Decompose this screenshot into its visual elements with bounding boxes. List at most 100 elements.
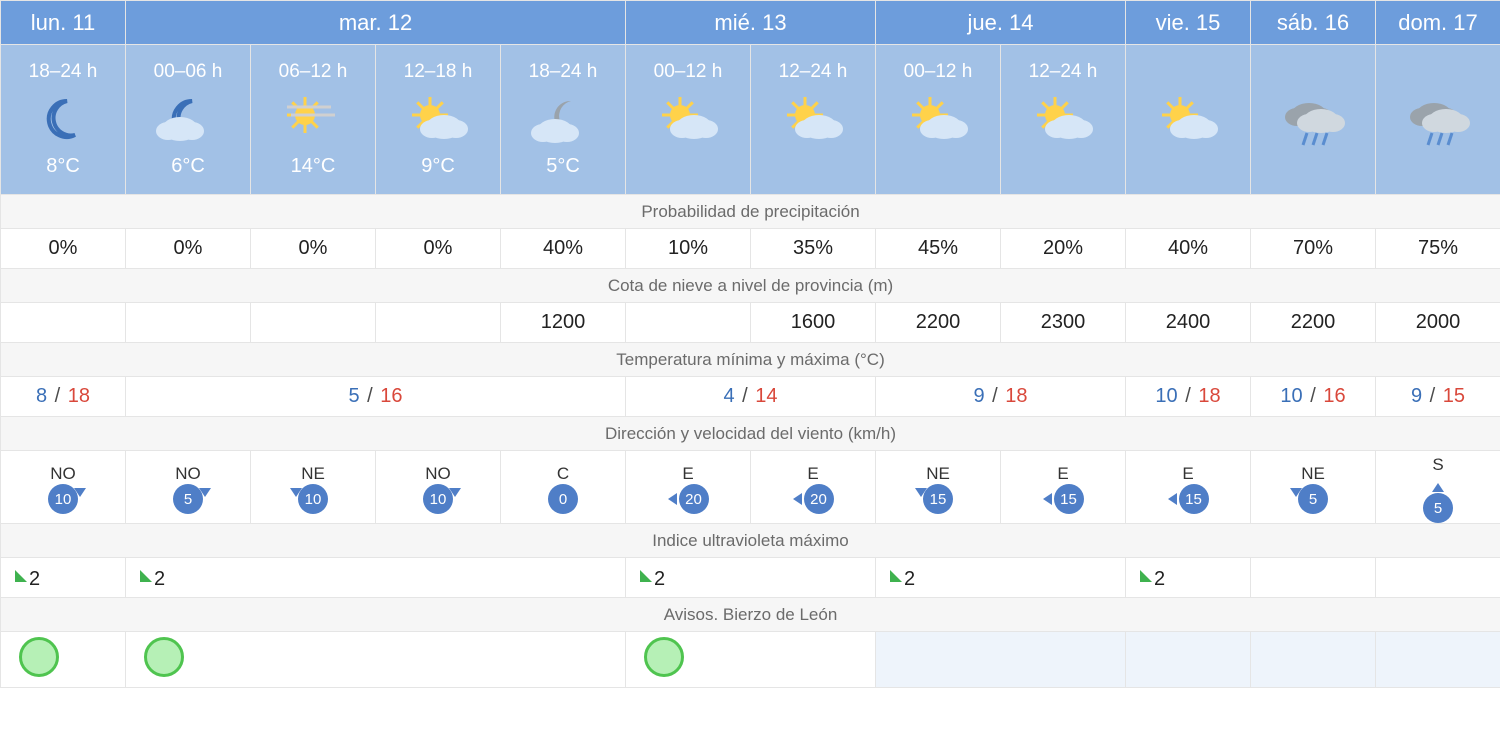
uv-value: 2 xyxy=(154,568,165,591)
precip-cell: 70% xyxy=(1251,229,1376,269)
aviso-cell xyxy=(1376,632,1500,688)
temp-range-cell: 9 / 15 xyxy=(1376,377,1500,417)
section-precip-label: Probabilidad de precipitación xyxy=(1,195,1500,229)
temp-min: 10 xyxy=(1155,385,1177,407)
temp-range-cell: 9 / 18 xyxy=(876,377,1126,417)
slot-row: 18–24 h8°C00–06 h6°C06–12 h14°C12–18 h9°… xyxy=(1,45,1500,195)
wind-speed-badge: 5 xyxy=(1298,484,1328,514)
aviso-cell xyxy=(1251,632,1376,688)
precip-cell: 0% xyxy=(376,229,501,269)
aviso-ok-icon xyxy=(644,637,684,677)
slot-hours: 18–24 h xyxy=(501,61,625,83)
slot-temp: 8°C xyxy=(1,155,125,178)
temp-range-cell: 10 / 16 xyxy=(1251,377,1376,417)
day-header: mar. 12 xyxy=(126,1,626,45)
uv-indicator-icon xyxy=(1140,570,1152,582)
wind-cell: NE10 xyxy=(251,451,376,524)
wind-direction: NE xyxy=(1251,464,1375,484)
uv-value: 2 xyxy=(654,568,665,591)
uv-cell xyxy=(1376,558,1500,598)
wind-direction: S xyxy=(1376,455,1500,475)
forecast-slot xyxy=(1126,45,1251,195)
wind-cell: NO5 xyxy=(126,451,251,524)
temp-min: 9 xyxy=(973,385,984,407)
wind-cell: E20 xyxy=(751,451,876,524)
wind-row: NO10NO5NE10NO10C0E20E20NE15E15E15NE5S5 xyxy=(1,451,1500,524)
forecast-slot: 12–24 h xyxy=(751,45,876,195)
slot-temp xyxy=(1126,155,1250,178)
aviso-cell xyxy=(626,632,876,688)
precip-cell: 0% xyxy=(1,229,126,269)
wind-arrow-icon xyxy=(74,488,86,519)
aviso-ok-icon xyxy=(144,637,184,677)
wind-cell: E15 xyxy=(1126,451,1251,524)
uv-indicator-icon xyxy=(140,570,152,582)
wind-direction: NO xyxy=(1,464,125,484)
wind-arrow-icon xyxy=(1432,483,1444,492)
precip-cell: 35% xyxy=(751,229,876,269)
wind-cell: NE15 xyxy=(876,451,1001,524)
slot-hours: 12–24 h xyxy=(751,61,875,83)
uv-cell: 2 xyxy=(1,558,126,598)
day-header: dom. 17 xyxy=(1376,1,1500,45)
slot-hours xyxy=(1376,61,1500,83)
aviso-cell xyxy=(1,632,126,688)
snow-cell: 2000 xyxy=(1376,303,1500,343)
temp-range-cell: 8 / 18 xyxy=(1,377,126,417)
wind-speed-badge: 0 xyxy=(548,484,578,514)
temp-min: 10 xyxy=(1280,385,1302,407)
snow-cell: 1200 xyxy=(501,303,626,343)
temp-row: 8 / 185 / 164 / 149 / 1810 / 1810 / 169 … xyxy=(1,377,1500,417)
slot-hours: 12–18 h xyxy=(376,61,500,83)
wind-arrow-icon xyxy=(793,493,802,505)
section-uv-label: Indice ultravioleta máximo xyxy=(1,524,1500,558)
wind-speed-badge: 10 xyxy=(298,484,328,514)
uv-cell xyxy=(1251,558,1376,598)
snow-cell xyxy=(251,303,376,343)
forecast-slot: 00–12 h xyxy=(626,45,751,195)
wind-direction: NE xyxy=(876,464,1000,484)
wind-speed-badge: 15 xyxy=(1179,484,1209,514)
forecast-slot: 12–18 h9°C xyxy=(376,45,501,195)
aviso-cell xyxy=(126,632,626,688)
precip-cell: 10% xyxy=(626,229,751,269)
forecast-slot: 00–12 h xyxy=(876,45,1001,195)
aviso-ok-icon xyxy=(19,637,59,677)
snow-cell: 2300 xyxy=(1001,303,1126,343)
day-header: jue. 14 xyxy=(876,1,1126,45)
snow-row: 1200160022002300240022002000 xyxy=(1,303,1500,343)
slot-temp xyxy=(1001,155,1125,178)
day-header: vie. 15 xyxy=(1126,1,1251,45)
slot-hours xyxy=(1126,61,1250,83)
wind-arrow-icon xyxy=(449,488,461,519)
slot-hours: 00–06 h xyxy=(126,61,250,83)
slot-hours xyxy=(1251,61,1375,83)
weather-icon xyxy=(751,83,875,155)
wind-direction: E xyxy=(626,464,750,484)
weather-icon xyxy=(376,83,500,155)
weather-icon xyxy=(501,83,625,155)
uv-indicator-icon xyxy=(890,570,902,582)
precip-cell: 40% xyxy=(1126,229,1251,269)
weather-icon xyxy=(1251,83,1375,155)
weather-icon xyxy=(1001,83,1125,155)
snow-cell xyxy=(1,303,126,343)
temp-max: 14 xyxy=(755,385,777,407)
weather-icon xyxy=(251,83,375,155)
wind-speed-badge: 20 xyxy=(679,484,709,514)
slot-temp xyxy=(876,155,1000,178)
temp-max: 16 xyxy=(380,385,402,407)
snow-cell: 2200 xyxy=(876,303,1001,343)
wind-arrow-icon xyxy=(199,488,211,519)
precip-cell: 0% xyxy=(126,229,251,269)
weather-icon xyxy=(876,83,1000,155)
slot-temp xyxy=(626,155,750,178)
forecast-slot xyxy=(1376,45,1500,195)
forecast-slot: 06–12 h14°C xyxy=(251,45,376,195)
forecast-slot: 12–24 h xyxy=(1001,45,1126,195)
weather-icon xyxy=(626,83,750,155)
section-temp-label: Temperatura mínima y máxima (°C) xyxy=(1,343,1500,377)
slot-temp xyxy=(1376,155,1500,178)
snow-cell xyxy=(376,303,501,343)
wind-direction: C xyxy=(501,464,625,484)
